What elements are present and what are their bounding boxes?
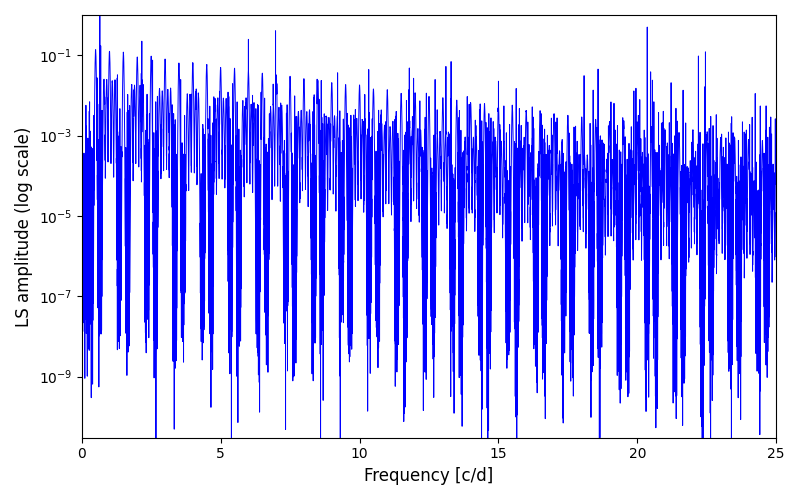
Y-axis label: LS amplitude (log scale): LS amplitude (log scale) <box>15 126 33 326</box>
X-axis label: Frequency [c/d]: Frequency [c/d] <box>364 467 494 485</box>
